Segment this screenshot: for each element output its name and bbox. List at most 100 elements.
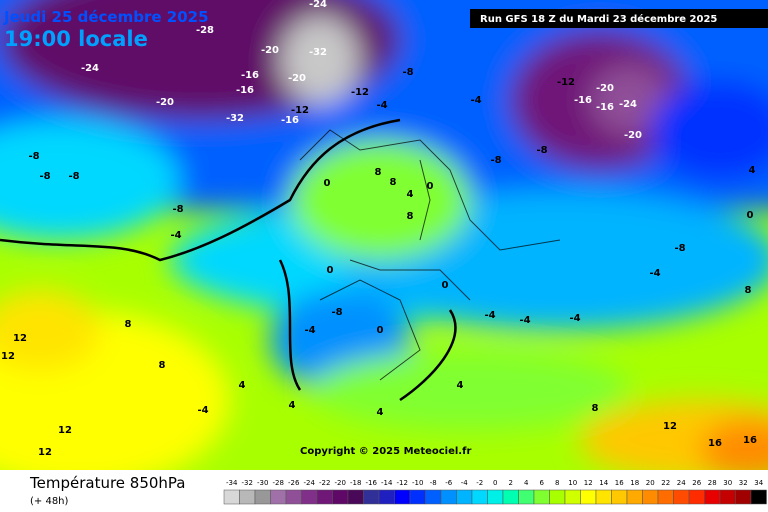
scale-label: 24 xyxy=(677,479,686,487)
contour-label: 8 xyxy=(390,177,397,188)
footer-lead: (+ 48h) xyxy=(30,496,69,507)
contour-label: -12 xyxy=(351,87,369,98)
contour-label: -8 xyxy=(402,67,413,78)
contour-label: 12 xyxy=(1,351,15,362)
scale-swatch xyxy=(580,489,597,505)
scale-label: 12 xyxy=(584,479,593,487)
scale-swatch xyxy=(409,489,426,505)
scale-label: 0 xyxy=(493,479,497,487)
contour-label: 0 xyxy=(427,181,434,192)
scale-swatch xyxy=(316,489,333,505)
scale-label: 26 xyxy=(692,479,701,487)
scale-swatch xyxy=(363,489,380,505)
run-box xyxy=(470,9,768,28)
contour-label: 8 xyxy=(407,211,414,222)
contour-label: -8 xyxy=(674,243,685,254)
scale-swatch xyxy=(673,489,690,505)
contour-label: 12 xyxy=(58,425,72,436)
scale-label: 14 xyxy=(599,479,608,487)
scale-label: 32 xyxy=(739,479,748,487)
contour-label: -8 xyxy=(331,307,342,318)
contour-label: -16 xyxy=(281,115,299,126)
scale-swatch xyxy=(750,489,767,505)
scale-label: -32 xyxy=(242,479,253,487)
contour-label: -8 xyxy=(28,151,39,162)
scale-label: 10 xyxy=(568,479,577,487)
contour-label: 12 xyxy=(13,333,27,344)
scale-swatch xyxy=(518,489,535,505)
scale-label: -18 xyxy=(350,479,361,487)
scale-swatch xyxy=(502,489,519,505)
scale-label: 8 xyxy=(555,479,559,487)
contour-label: -32 xyxy=(226,113,244,124)
scale-swatch xyxy=(549,489,566,505)
scale-label: -14 xyxy=(381,479,393,487)
scale-label: 6 xyxy=(540,479,545,487)
temperature-field xyxy=(0,0,768,490)
contour-label: -4 xyxy=(649,268,660,279)
scale-label: 34 xyxy=(754,479,763,487)
scale-swatch xyxy=(688,489,705,505)
contour-label: 0 xyxy=(377,325,384,336)
scale-swatch xyxy=(564,489,581,505)
scale-swatch xyxy=(378,489,395,505)
scale-swatch xyxy=(735,489,752,505)
scale-label: 30 xyxy=(723,479,732,487)
scale-swatch xyxy=(611,489,628,505)
copyright-text: Copyright © 2025 Meteociel.fr xyxy=(300,446,471,457)
contour-label: 4 xyxy=(749,165,756,176)
contour-label: 8 xyxy=(745,285,752,296)
scale-swatch xyxy=(239,489,256,505)
scale-swatch xyxy=(332,489,349,505)
contour-label: 0 xyxy=(747,210,754,221)
scale-swatch xyxy=(533,489,550,505)
contour-label: -24 xyxy=(309,0,327,10)
contour-label: 8 xyxy=(592,403,599,414)
scale-swatch xyxy=(440,489,457,505)
contour-label: 0 xyxy=(442,280,449,291)
scale-swatch xyxy=(254,489,271,505)
contour-label: -20 xyxy=(261,45,279,56)
scale-label: -10 xyxy=(412,479,423,487)
contour-label: 4 xyxy=(377,407,384,418)
scale-swatch xyxy=(394,489,411,505)
contour-label: -8 xyxy=(68,171,79,182)
contour-label: -24 xyxy=(619,99,637,110)
contour-label: 4 xyxy=(457,380,464,391)
scale-label: -20 xyxy=(335,479,346,487)
contour-label: -20 xyxy=(156,97,174,108)
contour-label: 16 xyxy=(708,438,722,449)
scale-swatch xyxy=(595,489,612,505)
scale-label: -12 xyxy=(397,479,408,487)
contour-label: -16 xyxy=(596,102,614,113)
scale-swatch xyxy=(642,489,659,505)
contour-label: 12 xyxy=(663,421,677,432)
contour-label: -4 xyxy=(304,325,315,336)
contour-label: 8 xyxy=(125,319,132,330)
contour-label: 8 xyxy=(375,167,382,178)
scale-label: -8 xyxy=(430,479,437,487)
footer-title: Température 850hPa xyxy=(29,474,186,492)
contour-label: -8 xyxy=(490,155,501,166)
contour-label: 4 xyxy=(407,189,414,200)
date-text: Jeudi 25 décembre 2025 xyxy=(3,8,209,26)
contour-label: -24 xyxy=(81,63,99,74)
contour-label: 16 xyxy=(743,435,757,446)
scale-swatch xyxy=(471,489,488,505)
contour-label: -4 xyxy=(569,313,580,324)
scale-label: 22 xyxy=(661,479,670,487)
contour-label: -4 xyxy=(470,95,481,106)
scale-label: 18 xyxy=(630,479,639,487)
scale-label: -26 xyxy=(288,479,300,487)
contour-label: -16 xyxy=(236,85,254,96)
scale-label: -4 xyxy=(461,479,469,487)
run-text: Run GFS 18 Z du Mardi 23 décembre 2025 xyxy=(480,13,717,25)
scale-label: -22 xyxy=(319,479,330,487)
contour-label: -20 xyxy=(596,83,614,94)
contour-label: 8 xyxy=(159,360,166,371)
contour-label: -4 xyxy=(197,405,208,416)
contour-label: -16 xyxy=(241,70,259,81)
contour-label: 0 xyxy=(324,178,331,189)
